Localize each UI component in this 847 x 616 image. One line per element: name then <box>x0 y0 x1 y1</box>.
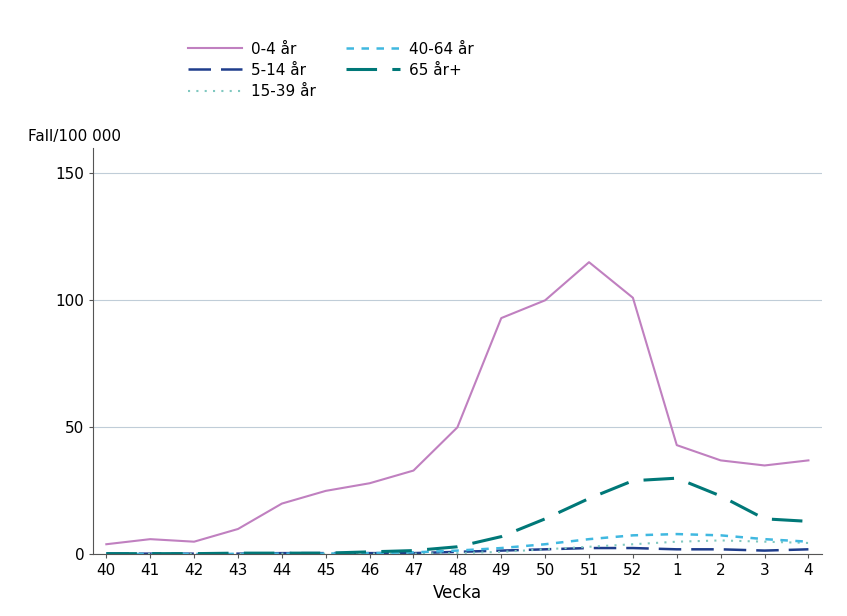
Text: Fall/100 000: Fall/100 000 <box>28 129 120 144</box>
Legend: 0-4 år, 5-14 år, 15-39 år, 40-64 år, 65 år+: 0-4 år, 5-14 år, 15-39 år, 40-64 år, 65 … <box>188 42 473 99</box>
X-axis label: Vecka: Vecka <box>433 584 482 602</box>
